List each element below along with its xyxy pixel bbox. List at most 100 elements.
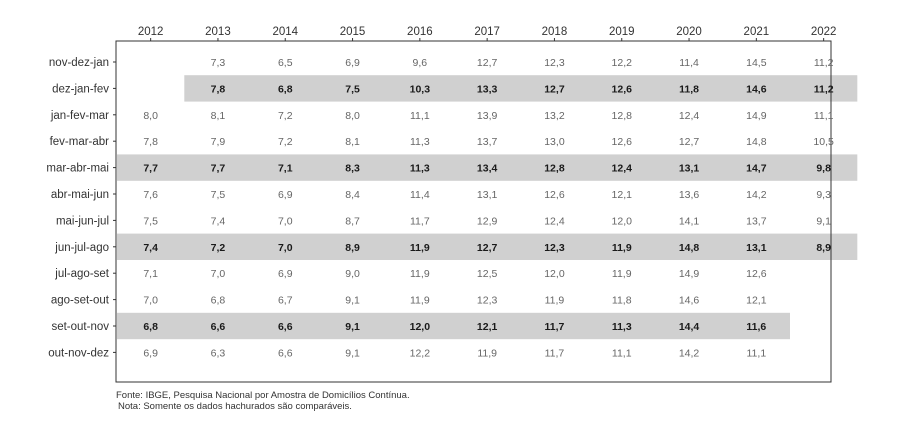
data-cell: 14,8 (679, 242, 700, 254)
data-cell: 12,1 (477, 321, 498, 333)
data-cell: 12,7 (477, 242, 498, 254)
data-cell: 12,0 (612, 215, 633, 227)
column-headers: 2012 2013 2014 2015 2016 2017 2018 2019 2020 2021… (138, 26, 837, 41)
data-cell: 8,1 (211, 110, 226, 122)
row-label: jun-jul-ago (54, 242, 109, 254)
data-cell: 12,9 (477, 215, 498, 227)
column-header: 2021 (744, 26, 770, 38)
data-cell: 7,8 (211, 83, 226, 95)
data-cell: 7,2 (211, 242, 226, 254)
data-cell: 12,6 (612, 136, 633, 148)
data-cell: 6,8 (211, 295, 226, 307)
data-cell: 9,1 (345, 347, 360, 359)
column-header: 2017 (474, 26, 500, 38)
data-cell: 9,8 (816, 163, 831, 175)
data-cell: 11,7 (545, 321, 565, 333)
data-cell: 11,3 (410, 163, 430, 175)
data-cell: 11,9 (410, 268, 430, 280)
data-cell: 7,2 (278, 136, 293, 148)
data-cell: 9,6 (413, 57, 428, 69)
data-cell: 9,1 (345, 295, 360, 307)
data-cell: 11,9 (612, 242, 632, 254)
column-header: 2012 (138, 26, 164, 38)
column-header: 2015 (340, 26, 366, 38)
data-cell: 14,8 (746, 136, 767, 148)
data-cell: 11,2 (814, 57, 834, 69)
data-cell: 12,6 (612, 83, 633, 95)
data-cell: 14,7 (746, 163, 767, 175)
data-cell: 11,1 (410, 110, 430, 122)
data-cell: 11,8 (679, 83, 699, 95)
row-label: fev-mar-abr (50, 136, 110, 148)
data-cell: 7,8 (143, 136, 158, 148)
data-cell: 12,4 (544, 215, 565, 227)
data-cell: 12,8 (612, 110, 633, 122)
row-label: dez-jan-fev (52, 83, 109, 95)
highlight-band (117, 233, 858, 260)
row-label: nov-dez-jan (49, 57, 109, 69)
data-cell: 12,2 (612, 57, 633, 69)
data-cell: 13,3 (477, 83, 498, 95)
data-cell: 12,5 (477, 268, 498, 280)
data-cell: 13,6 (679, 189, 700, 201)
data-cell: 7,5 (143, 215, 158, 227)
data-cell: 12,1 (612, 189, 633, 201)
data-cell: 13,9 (477, 110, 498, 122)
data-cell: 7,0 (143, 295, 158, 307)
data-cell: 8,9 (345, 242, 360, 254)
data-cell: 12,6 (746, 268, 767, 280)
data-cell: 14,2 (679, 347, 700, 359)
data-cell: 7,5 (345, 83, 360, 95)
data-cell: 11,3 (612, 321, 632, 333)
row-label: jan-fev-mar (50, 110, 109, 122)
data-cell: 12,0 (544, 268, 565, 280)
data-cell: 6,6 (278, 347, 293, 359)
data-cell: 10,3 (410, 83, 431, 95)
data-cell: 12,4 (679, 110, 700, 122)
column-header: 2022 (811, 26, 837, 38)
data-cell: 11,9 (545, 295, 565, 307)
source-note: Fonte: IBGE, Pesquisa Nacional por Amost… (116, 390, 410, 401)
data-cell: 14,4 (679, 321, 700, 333)
highlight-band (117, 154, 858, 181)
data-cell: 9,1 (816, 215, 831, 227)
data-cells: 7,3 6,5 6,9 9,6 12,7 12,3 12,2 11,4 14,5 11,2 7,8 6… (143, 57, 834, 359)
data-cell: 14,6 (679, 295, 700, 307)
data-cell: 12,3 (477, 295, 498, 307)
data-cell: 12,4 (612, 163, 633, 175)
data-cell: 11,9 (410, 242, 430, 254)
data-cell: 7,5 (211, 189, 226, 201)
data-cell: 7,0 (211, 268, 226, 280)
panel-border (115, 40, 832, 383)
highlight-band (184, 75, 858, 102)
data-cell: 12,7 (544, 83, 565, 95)
data-cell: 8,9 (816, 242, 831, 254)
data-cell: 12,6 (544, 189, 565, 201)
data-cell: 8,4 (345, 189, 360, 201)
data-cell: 6,6 (211, 321, 226, 333)
data-cell: 12,1 (746, 295, 767, 307)
data-cell: 11,7 (545, 347, 565, 359)
column-header: 2014 (272, 26, 298, 38)
data-cell: 14,2 (746, 189, 767, 201)
row-label: set-out-nov (51, 321, 109, 333)
row-label: ago-set-out (51, 295, 110, 307)
data-cell: 13,1 (746, 242, 767, 254)
column-header: 2013 (205, 26, 231, 38)
data-cell: 7,3 (211, 57, 226, 69)
data-cell: 9,3 (816, 189, 831, 201)
data-cell: 8,0 (345, 110, 360, 122)
data-cell: 14,5 (746, 57, 767, 69)
column-header: 2016 (407, 26, 433, 38)
data-cell: 9,0 (345, 268, 360, 280)
highlight-band (117, 312, 790, 340)
data-cell: 6,3 (211, 347, 226, 359)
comparability-note: Nota: Somente os dados hachurados são co… (118, 401, 352, 412)
data-cell: 6,9 (278, 189, 293, 201)
data-cell: 12,2 (410, 347, 431, 359)
data-cell: 6,8 (278, 83, 293, 95)
data-cell: 13,7 (477, 136, 498, 148)
data-cell: 7,0 (278, 242, 293, 254)
data-cell: 12,3 (544, 57, 565, 69)
column-header: 2018 (542, 26, 568, 38)
